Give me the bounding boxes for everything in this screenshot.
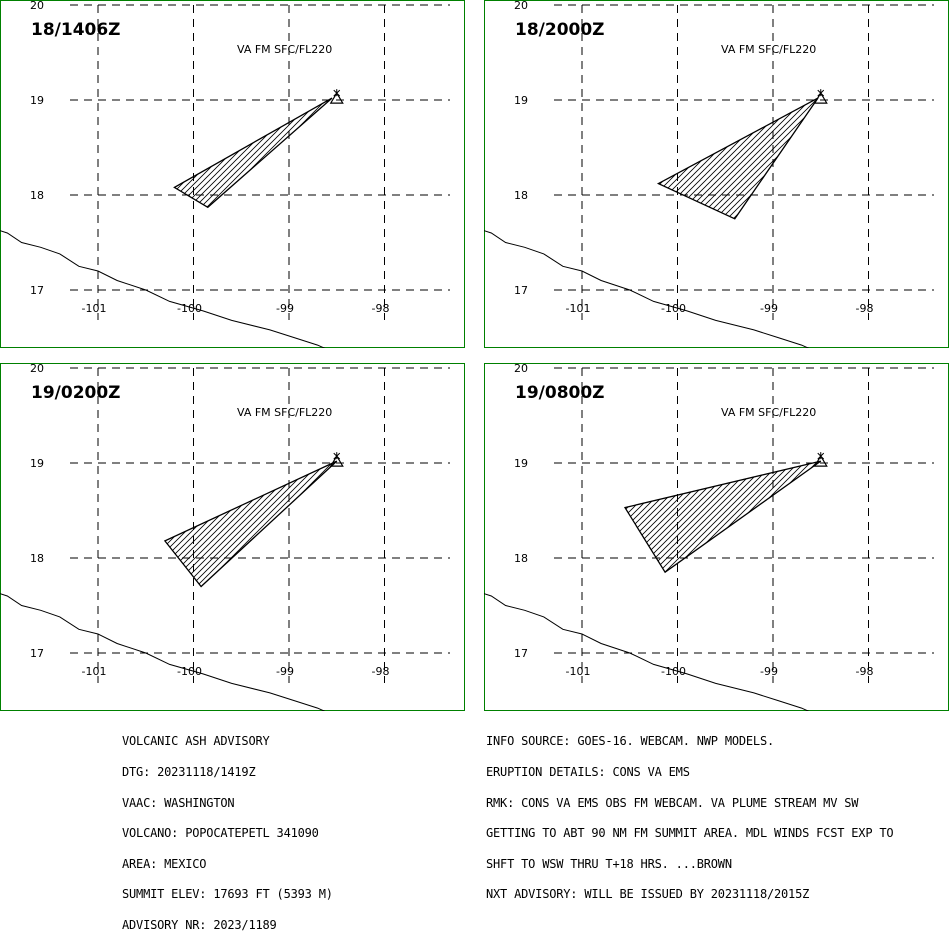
ash-map: -101 -100 -99 -98 17 18 19 20 18/2000Z VA FM SFC/… [484,0,949,348]
latitude-tick-label: 18 [30,552,44,565]
ash-plume-area [656,97,819,220]
ash-map: -101 -100 -99 -98 17 18 19 20 18/1406Z VA FM SFC/… [0,0,465,348]
longitude-tick-label: -100 [661,302,686,315]
advisory-line: DTG: 20231118/1419Z [122,765,256,779]
advisory-line: RMK: CONS VA EMS OBS FM WEBCAM. VA PLUME… [486,795,859,810]
latitude-tick-label: 20 [514,363,528,375]
latitude-tick-label: 20 [30,363,44,375]
advisory-remarks-block: INFO SOURCE: GOES-16. WEBCAM. NWP MODELS… [486,716,894,910]
longitude-tick-label: -98 [372,302,390,315]
forecast-panel-18-2000z: -101 -100 -99 -98 17 18 19 20 18/2000Z VA FM SFC/… [484,0,949,348]
longitude-tick-label: -101 [566,665,591,678]
volcano-icon [813,452,828,467]
forecast-time-label: 18/2000Z [515,20,605,40]
latitude-tick-label: 19 [30,94,44,107]
latitude-tick-label: 19 [514,457,528,470]
ash-plume-area [623,460,822,574]
advisory-line: VOLCANO: POPOCATEPETL 341090 [122,826,319,841]
latitude-tick-label: 20 [30,0,44,12]
latitude-tick-label: 19 [30,457,44,470]
longitude-tick-label: -101 [82,302,107,315]
longitude-tick-label: -101 [566,302,591,315]
panel-frame [0,0,465,348]
flight-level-label: VA FM SFC/FL220 [237,43,332,56]
advisory-line: VAAC: WASHINGTON [122,795,235,810]
longitude-tick-label: -100 [177,665,202,678]
panel-frame [484,363,949,711]
advisory-line: GETTING TO ABT 90 NM FM SUMMIT AREA. MDL… [486,826,894,841]
longitude-tick-label: -99 [760,302,778,315]
latitude-tick-label: 17 [30,647,44,660]
volcano-icon [329,89,344,104]
volcano-icon [813,89,828,104]
advisory-line: VOLCANIC ASH ADVISORY [122,734,270,749]
coastline [0,593,326,711]
latitude-tick-label: 17 [514,284,528,297]
ash-map: -101 -100 -99 -98 17 18 19 20 19/0200Z VA FM SFC/… [0,363,465,711]
advisory-line: ADVISORY NR: 2023/1189 [122,917,277,932]
flight-level-label: VA FM SFC/FL220 [721,406,816,419]
forecast-time-label: 19/0200Z [31,383,121,403]
advisory-line: NXT ADVISORY: WILL BE ISSUED BY 20231118… [486,887,810,902]
advisory-line: INFO SOURCE: GOES-16. WEBCAM. NWP MODELS… [486,734,775,749]
ash-map: -101 -100 -99 -98 17 18 19 20 19/0800Z VA FM SFC/… [484,363,949,711]
flight-level-label: VA FM SFC/FL220 [237,406,332,419]
longitude-tick-label: -99 [276,665,294,678]
advisory-line: AREA: MEXICO [122,856,207,871]
longitude-tick-label: -100 [177,302,202,315]
longitude-tick-label: -99 [276,302,294,315]
ash-plume-area [173,97,333,209]
latitude-tick-label: 17 [30,284,44,297]
latitude-tick-label: 18 [514,552,528,565]
advisory-line: SUMMIT ELEV: 17693 FT (5393 M) [122,887,333,902]
coastline [484,593,810,711]
forecast-panel-19-0200z: -101 -100 -99 -98 17 18 19 20 19/0200Z VA FM SFC/… [0,363,465,711]
advisory-line: ERUPTION DETAILS: CONS VA EMS [486,765,690,779]
advisory-header-block: VOLCANIC ASH ADVISORY DTG: 20231118/1419… [122,716,333,940]
advisory-line: SHFT TO WSW THRU T+18 HRS. ...BROWN [486,856,732,871]
longitude-tick-label: -98 [856,665,874,678]
coastline [0,230,326,348]
panel-frame [0,363,465,711]
ash-plume-area [163,460,338,588]
longitude-tick-label: -99 [760,665,778,678]
longitude-tick-label: -98 [372,665,390,678]
forecast-panel-18-1406z: -101 -100 -99 -98 17 18 19 20 18/1406Z VA FM SFC/… [0,0,465,348]
latitude-tick-label: 19 [514,94,528,107]
longitude-tick-label: -98 [856,302,874,315]
volcano-icon [329,452,344,467]
latitude-tick-label: 18 [514,189,528,202]
longitude-tick-label: -100 [661,665,686,678]
forecast-panel-19-0800z: -101 -100 -99 -98 17 18 19 20 19/0800Z VA FM SFC/… [484,363,949,711]
latitude-tick-label: 17 [514,647,528,660]
flight-level-label: VA FM SFC/FL220 [721,43,816,56]
latitude-tick-label: 18 [30,189,44,202]
forecast-time-label: 18/1406Z [31,20,121,40]
coastline [484,230,810,348]
longitude-tick-label: -101 [82,665,107,678]
latitude-tick-label: 20 [514,0,528,12]
panel-frame [484,0,949,348]
forecast-time-label: 19/0800Z [515,383,605,403]
